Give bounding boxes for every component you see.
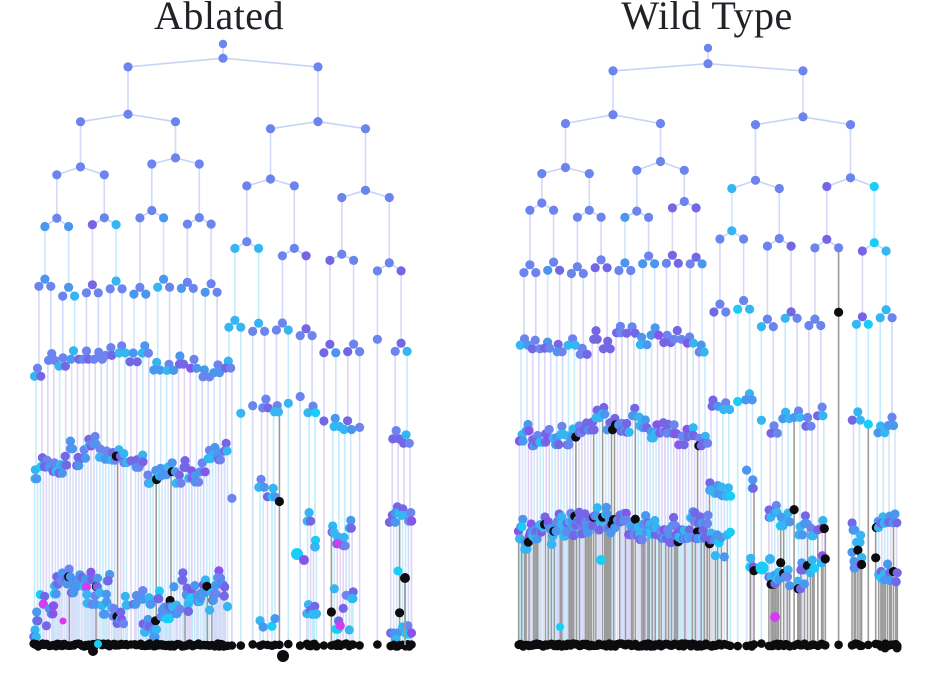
wildtype-tree [513, 43, 902, 653]
ablated-tree [29, 39, 417, 662]
panel-title-ablated: Ablated [153, 0, 285, 38]
panel-title-wildtype: Wild Type [621, 0, 793, 38]
